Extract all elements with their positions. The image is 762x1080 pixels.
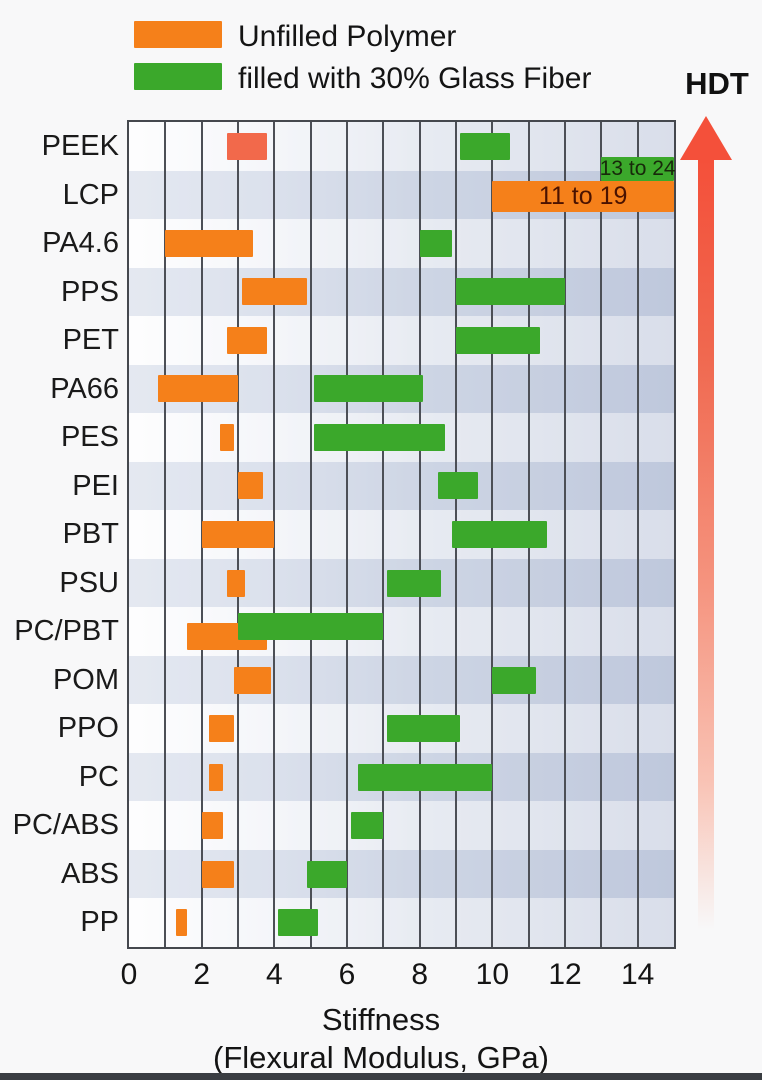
bar-unfilled-ABS xyxy=(201,860,235,888)
bar-filled-PA4.6 xyxy=(419,229,453,257)
bar-filled-PSU xyxy=(386,569,442,597)
bar-unfilled-PEI xyxy=(238,472,264,500)
bar-unfilled-PPS xyxy=(241,278,308,306)
y-label-PA4.6: PA4.6 xyxy=(42,227,119,260)
y-label-PPO: PPO xyxy=(57,712,119,745)
bar-unfilled-PET xyxy=(227,326,268,354)
bar-filled-PET xyxy=(456,326,540,354)
bar-unfilled-PC/ABS xyxy=(201,812,224,840)
hdt-arrow-shaft xyxy=(698,158,714,938)
row-stripe xyxy=(129,655,674,705)
gridline xyxy=(346,122,348,947)
y-label-PES: PES xyxy=(60,421,119,454)
y-label-PA66: PA66 xyxy=(50,372,119,405)
bar-filled-PBT xyxy=(452,521,547,548)
y-label-PBT: PBT xyxy=(62,518,119,551)
y-axis-labels: PEEK LCP PA4.6 PPS PET PA66 PES PEI PBT PSU PC/PBT… xyxy=(0,122,119,947)
bar-unfilled-PEEK xyxy=(227,132,268,160)
hdt-up-arrow-icon xyxy=(680,116,732,940)
y-label-PEEK: PEEK xyxy=(41,130,119,162)
legend-label-filled: filled with 30% Glass Fiber xyxy=(238,62,592,95)
bar-unfilled-PBT xyxy=(201,521,275,548)
y-label-PP: PP xyxy=(80,906,119,939)
bar-filled-PA66 xyxy=(314,375,424,403)
bar-filled-PC/ABS xyxy=(350,812,384,840)
bar-filled-PP xyxy=(277,909,318,937)
legend-label-unfilled: Unfilled Polymer xyxy=(238,20,457,53)
gridline xyxy=(564,122,566,947)
y-label-PC/PBT: PC/PBT xyxy=(14,615,119,648)
hdt-label: HDT xyxy=(685,66,749,101)
bar-filled-PEEK xyxy=(459,132,511,160)
row-stripe xyxy=(129,461,674,511)
bar-filled-PEI xyxy=(437,472,478,500)
x-axis-subtitle: (Flexural Modulus, GPa) xyxy=(213,1040,549,1075)
row-stripe xyxy=(129,898,674,947)
x-tick-10: 10 xyxy=(475,958,510,991)
bar-filled-PC xyxy=(357,763,493,791)
y-label-PC: PC xyxy=(78,760,119,793)
gridline xyxy=(418,122,421,947)
bar-filled-POM xyxy=(492,666,536,694)
x-tick-12: 12 xyxy=(548,958,582,991)
x-axis-title: Stiffness xyxy=(321,1002,441,1037)
gridline xyxy=(382,122,385,947)
bar-unfilled-PA4.6 xyxy=(165,229,253,257)
x-tick-8: 8 xyxy=(411,958,428,991)
gridline xyxy=(309,122,312,947)
y-label-PEI: PEI xyxy=(72,469,119,502)
x-tick-4: 4 xyxy=(265,958,283,991)
x-tick-0: 0 xyxy=(120,958,138,991)
bar-unfilled-PP xyxy=(176,909,188,937)
row-stripe xyxy=(129,267,674,317)
bar-filled-PPO xyxy=(386,715,460,743)
y-label-LCP: LCP xyxy=(62,178,119,211)
bar-unfilled-PPO xyxy=(208,715,235,743)
legend-swatch-filled xyxy=(134,63,222,90)
bar-filled-PES xyxy=(314,423,446,451)
bar-unfilled-PC xyxy=(208,763,224,791)
gridline xyxy=(600,122,603,947)
x-tick-14: 14 xyxy=(620,958,655,991)
legend-swatch-unfilled xyxy=(134,21,222,48)
row-stripe xyxy=(129,122,674,171)
plot-area: 11 to 19 13 to 24 xyxy=(127,120,676,949)
gridline xyxy=(273,122,276,947)
y-label-PC/ABS: PC/ABS xyxy=(12,809,119,842)
gridline xyxy=(636,122,639,947)
y-label-PET: PET xyxy=(62,324,119,357)
bar-unfilled-PES xyxy=(219,423,235,451)
bar-filled-PC/PBT xyxy=(238,613,384,641)
y-label-POM: POM xyxy=(52,663,119,696)
bar-unfilled-POM xyxy=(234,666,271,694)
bar-unfilled-PSU xyxy=(227,569,246,597)
bottom-border-strip xyxy=(0,1073,762,1080)
hdt-arrow-head xyxy=(680,116,732,160)
y-label-PSU: PSU xyxy=(59,566,119,599)
row-stripe xyxy=(129,316,674,365)
x-tick-2: 2 xyxy=(193,958,210,991)
bar-filled-LCP: 13 to 24 xyxy=(599,156,676,181)
x-tick-6: 6 xyxy=(338,958,356,991)
gridline xyxy=(164,122,167,947)
bar-filled-PPS xyxy=(456,278,565,306)
bar-unfilled-LCP: 11 to 19 xyxy=(492,180,674,212)
y-label-PPS: PPS xyxy=(60,275,119,308)
bar-unfilled-PA66 xyxy=(158,375,238,403)
bar-filled-ABS xyxy=(307,860,347,888)
y-label-ABS: ABS xyxy=(60,857,119,890)
